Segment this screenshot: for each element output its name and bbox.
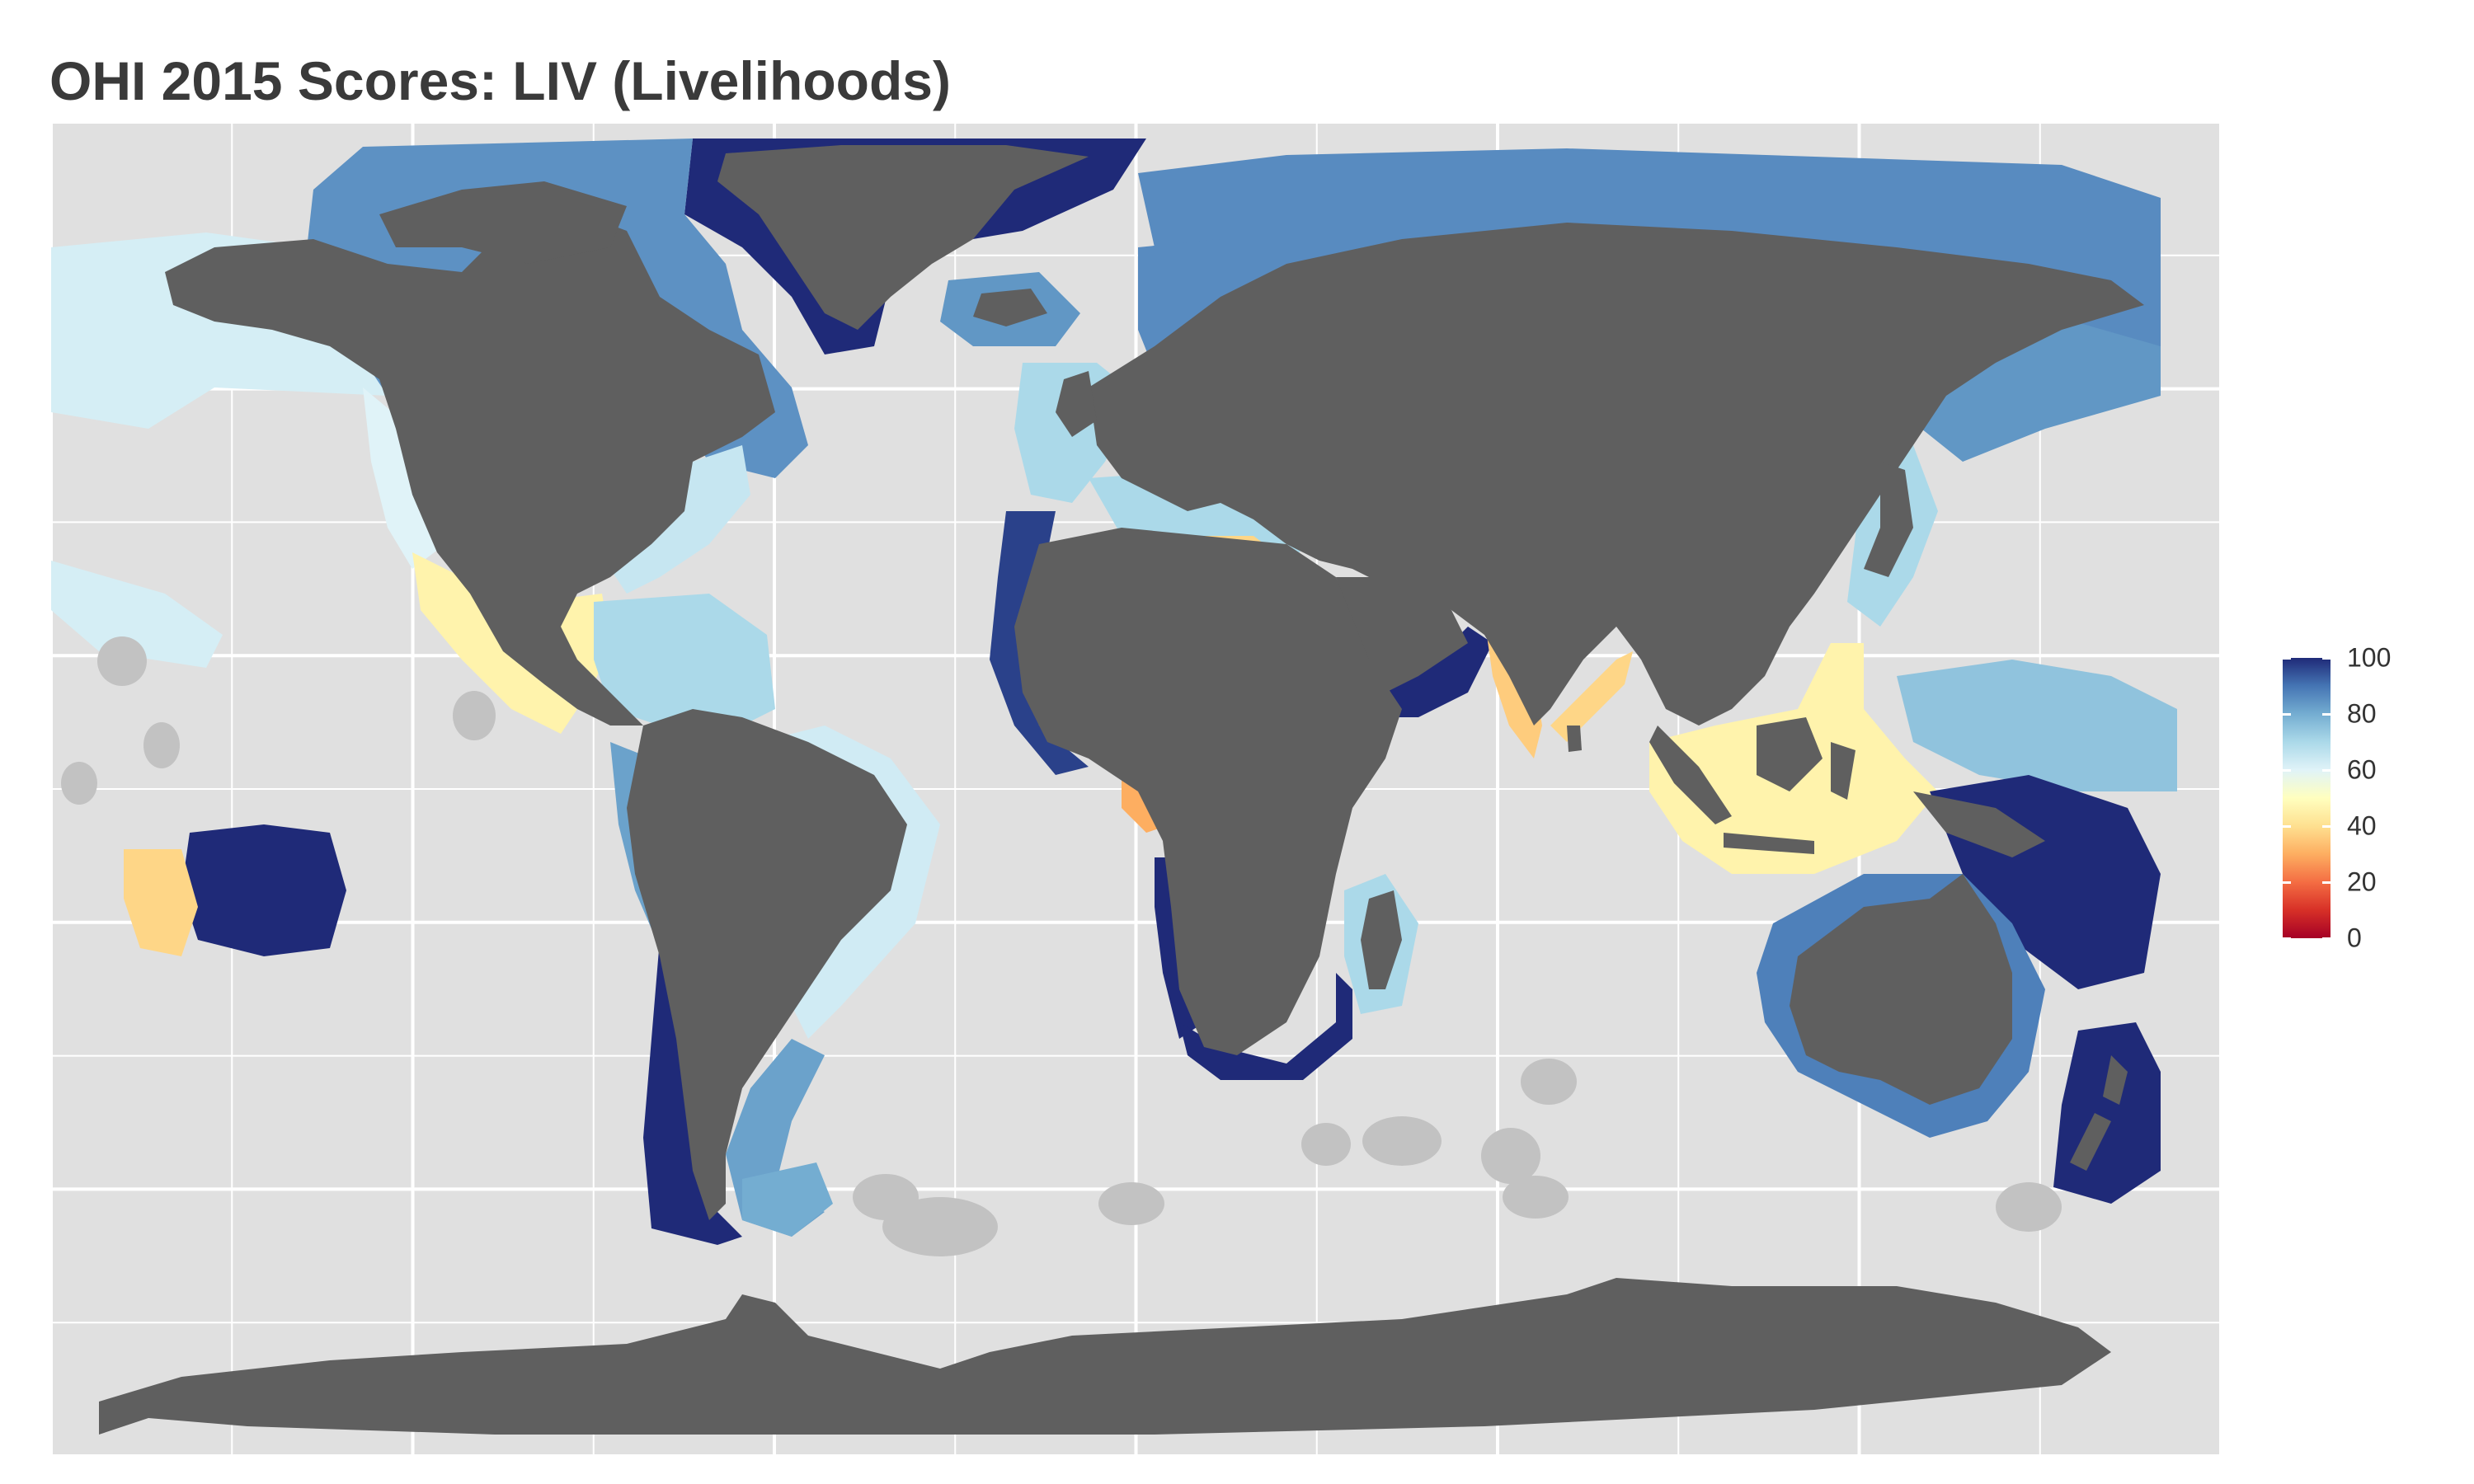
borneo bbox=[1757, 717, 1823, 791]
brazil-eez bbox=[759, 726, 940, 1039]
antarctica bbox=[99, 1278, 2111, 1435]
score-legend: 100 80 60 40 20 0 bbox=[2283, 643, 2448, 963]
australia bbox=[1790, 874, 2012, 1105]
legend-tick bbox=[2283, 881, 2334, 884]
africa bbox=[1014, 528, 1402, 1055]
legend-tick-label: 40 bbox=[2347, 810, 2377, 841]
french-polynesia-eez bbox=[181, 824, 346, 956]
kiribati-eez bbox=[124, 849, 198, 956]
japan bbox=[1864, 462, 1913, 577]
greenland bbox=[717, 145, 1089, 330]
north-america bbox=[165, 206, 775, 726]
new-guinea bbox=[1913, 791, 2045, 857]
legend-tick bbox=[2283, 769, 2334, 772]
mexico-pacific-eez bbox=[412, 552, 577, 734]
madagascar bbox=[1361, 890, 1402, 989]
legend-tick-label: 20 bbox=[2347, 866, 2377, 897]
arabian-sea-eez bbox=[1369, 627, 1493, 717]
us-east-coast-eez bbox=[610, 445, 750, 594]
south-atlantic-islands-eez bbox=[742, 1162, 833, 1237]
legend-tick-label: 0 bbox=[2347, 923, 2362, 953]
arctic-archipelago bbox=[379, 181, 627, 264]
java bbox=[1724, 833, 1814, 854]
south-america bbox=[627, 709, 907, 1220]
caribbean-eez bbox=[594, 594, 775, 734]
legend-tick-label: 100 bbox=[2347, 642, 2392, 673]
south-africa-eez bbox=[1179, 973, 1352, 1080]
legend-tick bbox=[2283, 937, 2334, 940]
legend-tick bbox=[2283, 713, 2334, 716]
color-scale-bar bbox=[2283, 658, 2331, 938]
legend-tick-label: 60 bbox=[2347, 754, 2377, 785]
land-layer bbox=[99, 145, 2144, 1435]
micronesia-eez bbox=[1897, 660, 2177, 791]
legend-tick bbox=[2283, 825, 2334, 828]
sri-lanka bbox=[1567, 726, 1582, 752]
great-britain bbox=[1056, 371, 1097, 437]
sumatra bbox=[1649, 726, 1732, 824]
legend-tick-label: 80 bbox=[2347, 698, 2377, 729]
hawaii-eez bbox=[51, 561, 223, 668]
iceland bbox=[973, 289, 1047, 326]
west-africa-eez bbox=[990, 511, 1089, 775]
india-east-eez bbox=[1550, 651, 1633, 742]
sulawesi bbox=[1831, 742, 1856, 800]
map-title: OHI 2015 Scores: LIV (Livelihoods) bbox=[49, 50, 951, 111]
no-data-eez-layer bbox=[61, 636, 2062, 1256]
eurasia bbox=[1089, 223, 2144, 726]
new-zealand bbox=[2070, 1055, 2128, 1171]
legend-tick bbox=[2283, 657, 2334, 660]
